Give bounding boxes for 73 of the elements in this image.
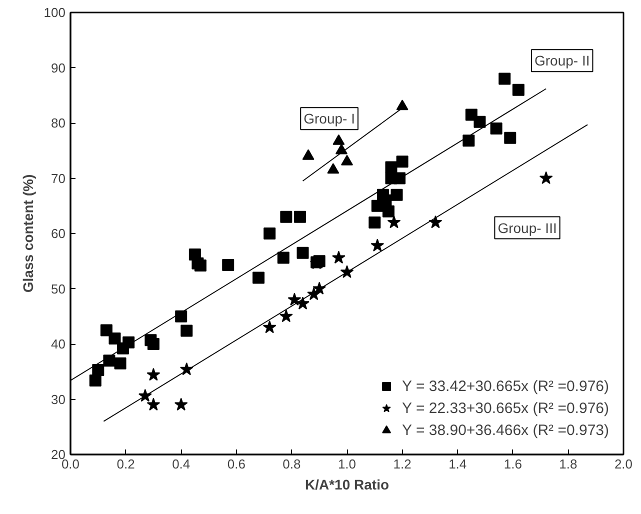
point <box>390 188 403 201</box>
y-tick-label: 80 <box>51 116 66 130</box>
point <box>122 336 135 348</box>
x-tick-label: 1.6 <box>504 456 522 472</box>
point <box>92 364 104 376</box>
x-tick-label: 0.2 <box>116 456 135 472</box>
annotation: Group- II <box>534 52 590 69</box>
legend-label: Y = 38.90+36.466x (R² =0.973) <box>402 422 609 438</box>
y-axis-title: Glass content (%) <box>20 174 36 293</box>
point <box>370 238 384 252</box>
y-tick-label: 30 <box>51 392 66 407</box>
legend-label: Y = 22.33+30.665x (R² =0.976) <box>402 400 609 416</box>
x-axis-title: K/A*10 Ratio <box>304 476 390 492</box>
point <box>332 134 345 145</box>
annotation: Group- III <box>498 220 557 236</box>
point <box>89 374 102 386</box>
point <box>341 154 353 166</box>
point <box>387 215 401 228</box>
point <box>512 84 524 96</box>
point <box>175 310 188 322</box>
legend-label: Y = 33.42+30.665x (R² =0.976) <box>402 378 609 394</box>
annotation: Group- I <box>304 110 355 127</box>
point <box>396 100 408 110</box>
point <box>146 398 160 411</box>
point <box>382 205 394 218</box>
point <box>296 296 310 310</box>
y-tick-label: 70 <box>51 170 66 186</box>
point <box>100 324 112 336</box>
point <box>114 357 126 370</box>
point <box>264 228 276 240</box>
point <box>394 172 406 184</box>
point <box>147 338 160 350</box>
x-tick-label: 0.4 <box>172 456 190 472</box>
x-tick-label: 1.2 <box>393 456 412 472</box>
point <box>368 216 381 228</box>
x-tick-label: 1.4 <box>448 456 467 472</box>
point <box>222 258 234 271</box>
point <box>332 250 346 264</box>
point <box>335 144 348 154</box>
point <box>385 161 398 174</box>
y-tick-label: 60 <box>51 226 66 241</box>
point <box>279 309 293 322</box>
point <box>194 260 206 272</box>
point <box>277 252 290 264</box>
point <box>174 398 188 411</box>
point <box>288 292 302 306</box>
x-tick-label: 0.8 <box>282 456 301 472</box>
x-tick-label: 0.6 <box>227 456 246 472</box>
point <box>396 156 408 168</box>
y-tick-label: 100 <box>44 5 66 20</box>
point <box>252 272 265 284</box>
point <box>498 72 511 85</box>
point <box>504 132 516 144</box>
x-tick-label: 1.0 <box>338 456 356 472</box>
point <box>327 163 340 174</box>
y-tick-label: 90 <box>51 60 66 76</box>
point <box>294 210 306 223</box>
point <box>262 320 276 334</box>
point <box>108 332 121 344</box>
x-tick-label: 1.8 <box>559 456 578 472</box>
point <box>428 215 442 228</box>
point <box>296 246 309 259</box>
point <box>180 324 193 337</box>
point <box>490 122 502 135</box>
point <box>146 368 160 381</box>
point <box>539 171 553 184</box>
y-tick-label: 50 <box>51 281 66 296</box>
point <box>302 149 314 160</box>
y-tick-label: 40 <box>51 336 66 352</box>
point <box>280 210 292 223</box>
x-tick-label: 2.0 <box>614 456 633 472</box>
point <box>474 116 486 128</box>
point <box>462 134 475 147</box>
